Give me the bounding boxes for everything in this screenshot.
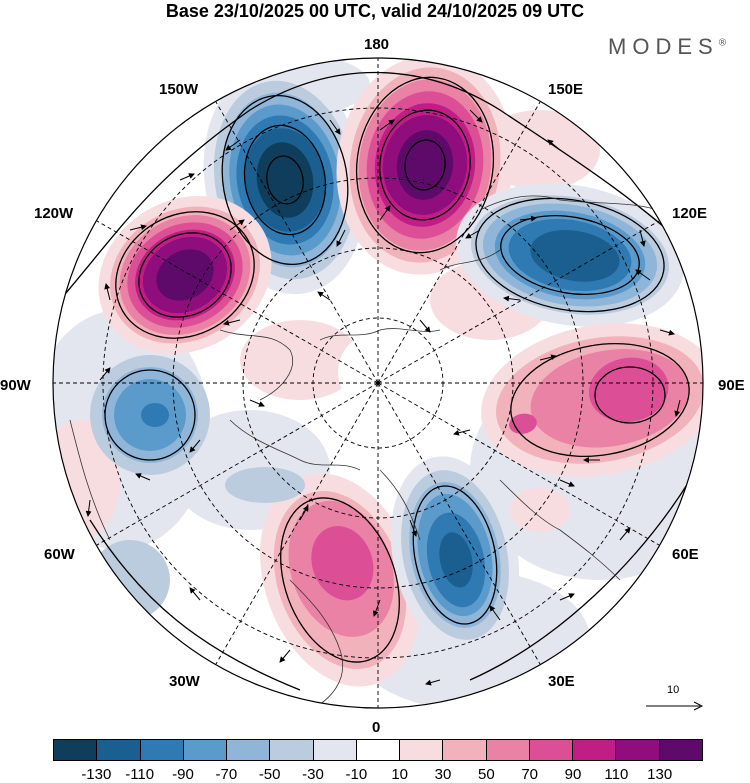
lon-label-0: 0 [372, 719, 381, 736]
colorbar-tick-label: -10 [345, 766, 368, 783]
lon-label-180: 180 [364, 36, 390, 53]
hudson-low [90, 355, 210, 475]
lon-label-150e: 150E [548, 81, 584, 98]
colorbar-swatch [486, 740, 530, 760]
lon-label-120e: 120E [672, 205, 708, 222]
colorbar-tick-label: 90 [564, 766, 582, 783]
colorbar-swatch [97, 740, 141, 760]
bering-high [336, 58, 514, 275]
lon-label-90w: 90W [0, 377, 31, 394]
colorbar-tick-label: 70 [521, 766, 538, 783]
colorbar-swatch [227, 740, 271, 760]
colorbar-tick-label: -30 [302, 766, 324, 783]
colorbar-tick-label: -70 [215, 766, 238, 783]
colorbar-tick-label: 10 [391, 766, 408, 783]
colorbar-swatch [529, 740, 574, 760]
colorbar-tick-label: 30 [434, 766, 452, 783]
colorbar [53, 739, 703, 761]
height-contours [59, 71, 701, 691]
coastlines [69, 195, 671, 708]
modes-logo: MODES® [608, 34, 726, 60]
europe-low [390, 456, 520, 654]
wind-reference-label: 10 [667, 684, 680, 696]
colorbar-swatch [270, 740, 314, 760]
colorbar-tick-label: 130 [647, 766, 673, 783]
colorbar-tick-label: 50 [477, 766, 495, 783]
colorbar-swatch [54, 740, 98, 760]
alaska-high [98, 195, 272, 355]
lon-label-30w: 30W [169, 673, 200, 690]
colorbar-swatch [400, 740, 444, 760]
lon-label-120w: 120W [34, 205, 74, 222]
colorbar-tick-label: 110 [604, 766, 629, 783]
map-boundary [52, 57, 704, 709]
central-asia-high [481, 323, 703, 477]
colorbar-swatch [356, 740, 401, 760]
colorbar-tick-label: -50 [258, 766, 281, 783]
east-siberia-low [456, 183, 684, 327]
graticule [53, 58, 703, 708]
lon-label-150w: 150W [159, 81, 199, 98]
lon-label-30e: 30E [548, 673, 575, 690]
colorbar-swatch [313, 740, 357, 760]
colorbar-swatch [573, 740, 617, 760]
map-title: Base 23/10/2025 00 UTC, valid 24/10/2025… [165, 1, 585, 21]
registered-mark: ® [718, 37, 727, 49]
colorbar-swatch [140, 740, 184, 760]
lon-label-60w: 60W [44, 546, 75, 563]
wind-reference-arrow [646, 701, 704, 711]
lon-label-60e: 60E [672, 546, 699, 563]
colorbar-tick-label: -110 [125, 766, 155, 783]
colorbar-swatch [659, 740, 702, 760]
colorbar-swatch [443, 740, 487, 760]
lon-label-90e: 90E [718, 377, 745, 394]
wind-arrows [85, 109, 681, 686]
colorbar-swatch [183, 740, 228, 760]
logo-text: MODES [608, 34, 719, 59]
colorbar-tick-label: -90 [172, 766, 194, 783]
colorbar-tick-label: -130 [81, 766, 112, 783]
colorbar-swatch [616, 740, 660, 760]
